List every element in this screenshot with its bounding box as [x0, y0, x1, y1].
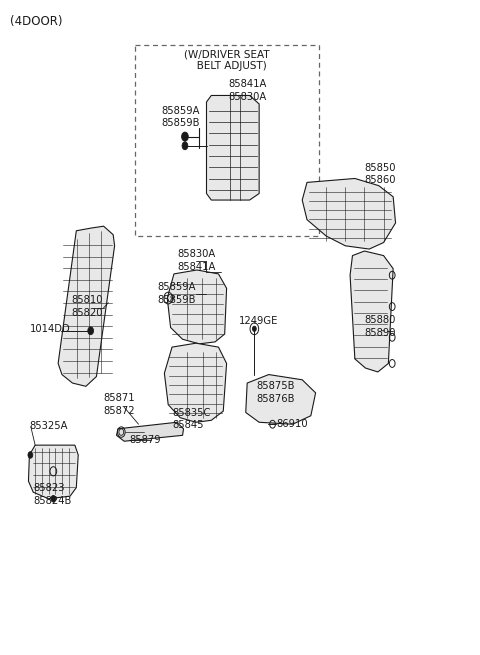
Circle shape [252, 326, 256, 331]
Polygon shape [28, 445, 78, 498]
Circle shape [181, 132, 188, 141]
Text: 1249GE: 1249GE [239, 316, 278, 326]
Text: 86910: 86910 [276, 419, 308, 429]
Text: 85841A
85830A: 85841A 85830A [228, 79, 266, 102]
Text: 85879: 85879 [129, 435, 161, 445]
Text: 85850
85860: 85850 85860 [364, 162, 396, 185]
Polygon shape [167, 270, 227, 344]
Text: (W/DRIVER SEAT
   BELT ADJUST): (W/DRIVER SEAT BELT ADJUST) [184, 49, 270, 71]
Text: 85875B
85876B: 85875B 85876B [257, 381, 295, 404]
Polygon shape [58, 226, 115, 386]
Text: 85810
85820: 85810 85820 [72, 295, 103, 318]
Circle shape [88, 327, 94, 335]
Text: 85325A: 85325A [29, 421, 68, 430]
Polygon shape [206, 96, 259, 200]
Circle shape [51, 495, 56, 502]
Circle shape [182, 142, 188, 150]
Text: (4DOOR): (4DOOR) [10, 15, 63, 28]
Circle shape [28, 452, 33, 458]
Polygon shape [164, 343, 227, 422]
Text: 85830A
85841A: 85830A 85841A [178, 250, 216, 272]
Text: 1014DD: 1014DD [29, 324, 70, 334]
Text: 85835C
85845: 85835C 85845 [172, 407, 210, 430]
Text: 85871
85872: 85871 85872 [104, 393, 135, 416]
Polygon shape [246, 375, 316, 424]
Polygon shape [117, 422, 183, 441]
Text: 85823
85824B: 85823 85824B [33, 483, 72, 506]
Polygon shape [302, 178, 396, 249]
Text: 85859A
85859B: 85859A 85859B [161, 105, 200, 128]
Text: 85859A
85859B: 85859A 85859B [157, 282, 196, 305]
Text: 85880
85890: 85880 85890 [364, 315, 396, 337]
Polygon shape [350, 251, 393, 372]
